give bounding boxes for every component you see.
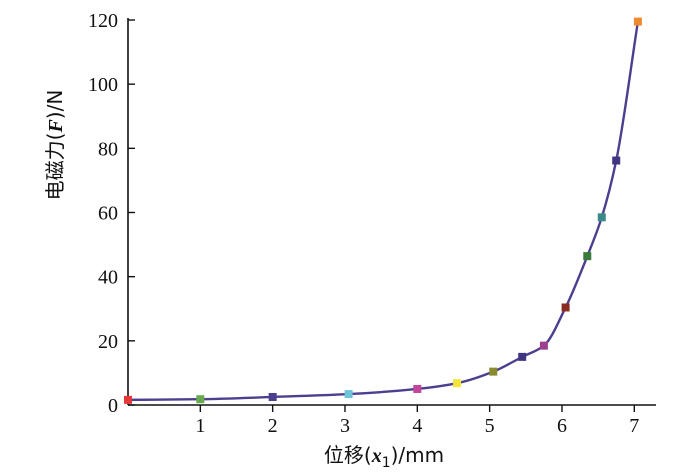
x-axis-title-var: x: [371, 445, 382, 467]
axes: [127, 18, 656, 406]
x-tick-label: 7: [629, 415, 639, 437]
x-tick-label: 2: [268, 415, 278, 437]
y-tick-label: 20: [98, 331, 118, 353]
y-tick-label: 60: [98, 203, 118, 225]
y-axis-title-text: 电磁力(: [43, 133, 67, 201]
x-axis-title: 位移(x1)/mm: [324, 443, 444, 471]
data-point: [489, 367, 498, 376]
y-axis-title-var: F: [45, 119, 67, 134]
x-tick-label: 6: [557, 415, 567, 437]
x-axis-title-text: 位移(: [324, 443, 372, 467]
x-ticks: 1 2 3 4 5 6 7: [195, 405, 639, 437]
y-axis-title-unit: )/N: [43, 90, 67, 120]
data-point: [561, 303, 570, 312]
data-point: [597, 213, 606, 222]
x-tick-label: 5: [485, 415, 495, 437]
y-tick-label: 100: [88, 74, 118, 96]
x-tick-label: 3: [340, 415, 350, 437]
y-tick-label: 40: [98, 267, 118, 289]
data-point: [344, 390, 353, 399]
y-tick-label: 0: [108, 395, 118, 417]
data-point: [453, 379, 462, 388]
data-point: [583, 252, 592, 261]
y-tick-label: 120: [88, 10, 118, 32]
data-point: [268, 392, 277, 401]
data-markers: [124, 17, 642, 404]
data-point: [413, 384, 422, 393]
y-ticks: 0 20 40 60 80 100 120: [88, 10, 135, 417]
x-tick-label: 1: [195, 415, 205, 437]
data-point: [196, 395, 205, 404]
y-axis-title: 电磁力(F)/N: [43, 90, 67, 201]
data-point: [124, 395, 132, 404]
data-point: [518, 352, 527, 361]
data-point: [539, 341, 548, 350]
x-axis-title-unit: )/mm: [391, 443, 445, 467]
x-tick-label: 4: [412, 415, 422, 437]
y-tick-label: 80: [98, 138, 118, 160]
series-line: [127, 21, 640, 402]
data-point: [612, 156, 621, 165]
x-axis-title-sub: 1: [382, 455, 391, 471]
data-point: [633, 17, 642, 26]
